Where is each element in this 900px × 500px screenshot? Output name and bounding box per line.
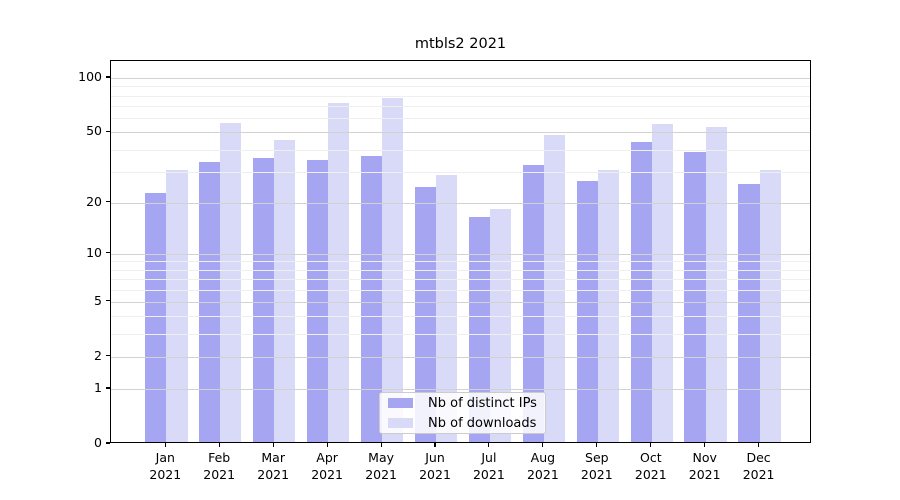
gridline-major	[111, 301, 810, 303]
legend-row-distinct-ips: Nb of distinct IPs	[388, 396, 537, 411]
y-tick-mark	[105, 252, 110, 254]
x-tick-label-jun: Jun 2021	[419, 450, 451, 482]
y-tick-mark	[105, 130, 110, 132]
legend-swatch-downloads	[388, 418, 413, 428]
chart-title: mtbls2 2021	[414, 36, 507, 52]
bar-distinct-ips-jul	[468, 217, 490, 442]
x-tick-mark	[650, 443, 652, 447]
bar-distinct-ips-nov	[684, 151, 706, 442]
plot-area	[110, 60, 811, 443]
bar-downloads-apr	[328, 102, 350, 442]
legend: Nb of distinct IPs Nb of downloads	[379, 392, 546, 434]
bar-distinct-ips-may	[360, 155, 383, 442]
bar-downloads-jan	[166, 169, 188, 442]
legend-label-downloads: Nb of downloads	[428, 415, 537, 431]
gridline-major	[111, 253, 810, 255]
x-tick-mark	[326, 443, 328, 447]
x-tick-label-nov: Nov 2021	[688, 450, 721, 482]
x-tick-label-oct: Oct 2021	[634, 450, 667, 482]
gridline-minor	[111, 279, 810, 281]
x-tick-mark	[758, 443, 760, 447]
gridline-minor	[111, 106, 810, 107]
x-tick-label-sep: Sep 2021	[580, 450, 613, 482]
bar-downloads-dec	[759, 169, 781, 442]
gridline-minor	[111, 261, 810, 263]
x-tick-label-jan: Jan 2021	[149, 450, 182, 482]
legend-swatch-distinct-ips	[388, 398, 413, 408]
y-tick-mark	[105, 201, 110, 203]
x-tick-mark	[704, 443, 706, 447]
y-tick-label: 2	[94, 347, 102, 363]
bar-downloads-may	[382, 97, 404, 442]
x-tick-mark	[596, 443, 598, 447]
bar-distinct-ips-oct	[630, 141, 652, 442]
x-tick-label-mar: Mar 2021	[257, 450, 290, 482]
bar-downloads-mar	[274, 140, 296, 442]
x-tick-label-feb: Feb 2021	[203, 450, 236, 482]
bar-distinct-ips-apr	[306, 160, 329, 442]
x-tick-label-jul: Jul 2021	[472, 450, 505, 482]
gridline-major	[111, 78, 810, 79]
y-tick-mark	[105, 76, 110, 78]
bar-distinct-ips-aug	[522, 164, 544, 442]
y-tick-mark	[105, 442, 110, 444]
gridline-minor	[111, 149, 810, 151]
gridline-minor	[111, 171, 810, 173]
bar-distinct-ips-jan	[145, 193, 167, 442]
bar-downloads-feb	[220, 122, 242, 442]
gridline-major	[111, 356, 810, 358]
bar-downloads-jun	[436, 175, 458, 442]
gridline-minor	[111, 289, 810, 291]
y-tick-label: 50	[86, 123, 102, 139]
bar-downloads-oct	[651, 124, 674, 442]
y-tick-label: 100	[78, 69, 102, 84]
y-tick-mark	[105, 300, 110, 302]
bar-downloads-jul	[489, 208, 512, 442]
bar-downloads-nov	[705, 127, 727, 442]
y-tick-label: 10	[86, 244, 102, 260]
gridline-major	[111, 202, 810, 204]
y-tick-label: 5	[94, 292, 102, 308]
bar-distinct-ips-jun	[414, 186, 436, 442]
gridline-minor	[111, 316, 810, 318]
gridline-minor	[111, 269, 810, 271]
bar-downloads-aug	[543, 135, 566, 442]
gridline-minor	[111, 86, 810, 88]
y-tick-label: 20	[86, 193, 102, 209]
gridline-minor	[111, 334, 810, 336]
x-tick-mark	[488, 443, 490, 447]
x-tick-mark	[380, 443, 382, 447]
bar-downloads-sep	[597, 169, 620, 442]
legend-row-downloads: Nb of downloads	[388, 416, 537, 431]
bar-distinct-ips-sep	[576, 180, 598, 442]
x-tick-mark	[164, 443, 166, 447]
bar-distinct-ips-mar	[252, 157, 275, 442]
x-tick-label-dec: Dec 2021	[742, 450, 775, 482]
y-tick-mark	[105, 387, 110, 389]
x-tick-label-aug: Aug 2021	[526, 450, 559, 482]
x-tick-mark	[272, 443, 274, 447]
y-tick-mark	[105, 355, 110, 357]
x-tick-label-apr: Apr 2021	[311, 450, 343, 482]
gridline-minor	[111, 95, 810, 97]
x-tick-mark	[542, 443, 544, 447]
x-tick-label-may: May 2021	[365, 450, 397, 482]
gridline-major	[111, 132, 810, 134]
gridline-minor	[111, 118, 810, 119]
bar-distinct-ips-dec	[738, 183, 760, 442]
y-tick-label: 1	[94, 380, 102, 395]
legend-label-distinct-ips: Nb of distinct IPs	[428, 395, 537, 411]
x-tick-mark	[434, 443, 436, 447]
y-tick-label: 0	[94, 435, 102, 450]
gridline-major	[111, 389, 810, 390]
x-tick-mark	[218, 443, 220, 447]
